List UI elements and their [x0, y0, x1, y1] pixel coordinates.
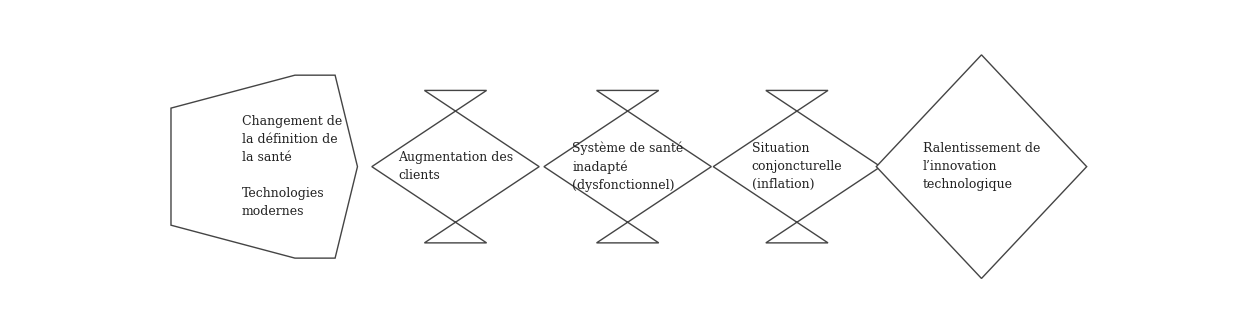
Polygon shape: [876, 55, 1087, 279]
Polygon shape: [713, 90, 881, 243]
Text: Changement de
la définition de
la santé

Technologies
modernes: Changement de la définition de la santé …: [242, 115, 342, 218]
Text: Système de santé
inadapté
(dysfonctionnel): Système de santé inadapté (dysfonctionne…: [573, 142, 684, 192]
Polygon shape: [172, 75, 358, 258]
Text: Ralentissement de
l’innovation
technologique: Ralentissement de l’innovation technolog…: [923, 142, 1040, 191]
Polygon shape: [371, 90, 539, 243]
Text: Situation
conjoncturelle
(inflation): Situation conjoncturelle (inflation): [752, 142, 843, 191]
Text: Augmentation des
clients: Augmentation des clients: [397, 151, 513, 182]
Polygon shape: [544, 90, 711, 243]
